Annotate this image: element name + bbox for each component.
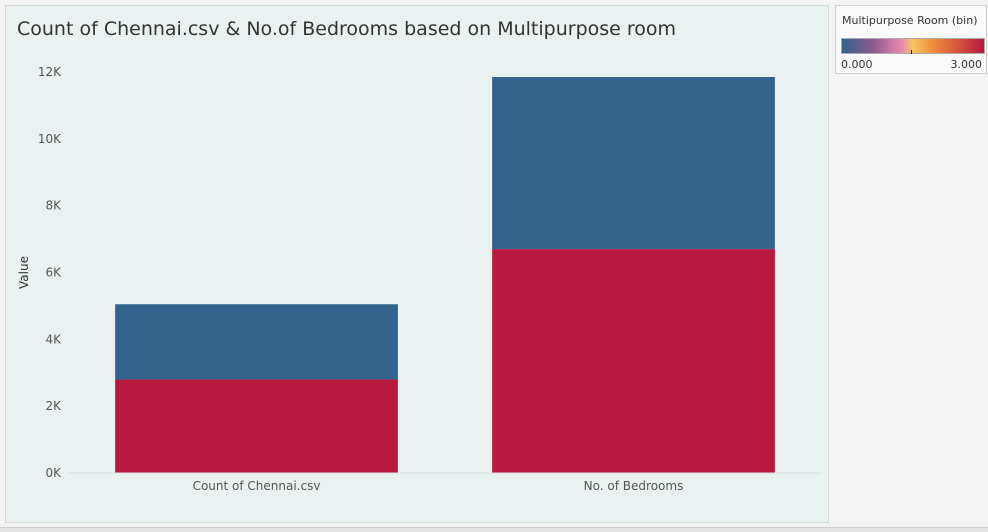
legend-min-label: 0.000 — [841, 58, 873, 71]
y-tick-label: 10K — [38, 132, 62, 146]
chart-panel: Count of Chennai.csv & No.of Bedrooms ba… — [5, 5, 829, 523]
y-tick-label: 2K — [45, 399, 62, 413]
y-tick-label: 0K — [45, 466, 62, 480]
bar-segment — [115, 379, 398, 473]
y-tick-label: 4K — [45, 332, 62, 346]
x-tick-label: Count of Chennai.csv — [193, 479, 321, 493]
bar-segment — [115, 304, 398, 380]
legend-max-label: 3.000 — [950, 58, 983, 71]
chart-plot-area: 0K 2K 4K 6K 8K 10K 12K Value Count of Chennai.cs… — [17, 65, 822, 493]
y-axis-title: Value — [17, 256, 31, 289]
legend-title: Multipurpose Room (bin) — [842, 14, 978, 27]
chart-title: Count of Chennai.csv & No.of Bedrooms ba… — [17, 18, 677, 40]
y-tick-label: 8K — [45, 199, 62, 213]
bar-segment — [492, 249, 775, 473]
bottom-strip — [0, 527, 988, 532]
bar-segment — [492, 77, 775, 250]
legend-color-ramp — [841, 38, 985, 54]
legend-marker — [911, 50, 912, 54]
color-legend[interactable]: Multipurpose Room (bin) 0.000 3.000 — [835, 5, 987, 74]
y-tick-label: 6K — [45, 266, 62, 280]
x-tick-label: No. of Bedrooms — [584, 479, 684, 493]
y-tick-label: 12K — [38, 65, 62, 79]
